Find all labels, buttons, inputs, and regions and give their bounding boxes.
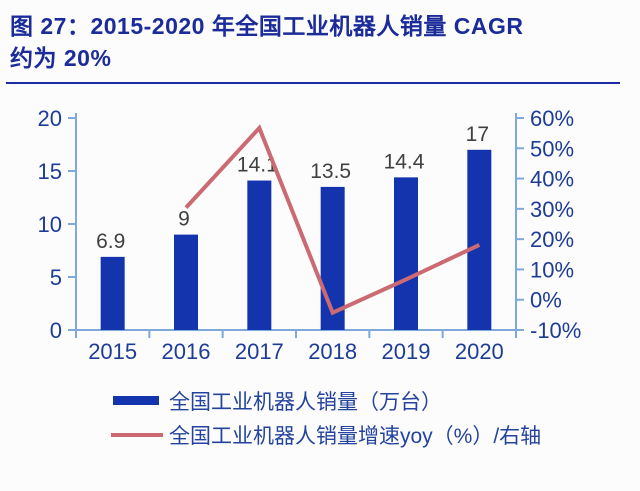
x-axis-category-label: 2017 <box>235 339 284 364</box>
legend-bar-swatch <box>113 396 159 405</box>
right-axis-tick-label: 20% <box>530 227 574 252</box>
left-axis-tick-label: 5 <box>50 265 62 290</box>
yoy-growth-line <box>184 124 481 316</box>
bar-data-label: 9 <box>178 208 190 231</box>
legend-label-sales: 全国工业机器人销量（万台） <box>169 391 442 414</box>
right-axis-tick-label: -10% <box>530 318 581 343</box>
x-axis-category-label: 2020 <box>455 339 504 364</box>
right-axis-tick-label: 50% <box>530 136 574 161</box>
bar-data-label: 17 <box>466 123 489 146</box>
sales-bar-2019 <box>394 177 418 330</box>
left-axis-tick-label: 0 <box>50 318 62 343</box>
sales-bar-2020 <box>467 149 492 330</box>
left-axis-tick-label: 20 <box>38 106 62 131</box>
x-axis-category-label: 2019 <box>382 339 431 364</box>
sales-bar-2017 <box>247 180 272 330</box>
x-axis-category-label: 2016 <box>162 339 211 364</box>
right-axis-tick-label: 40% <box>530 167 574 192</box>
figure-title: 图 27：2015-2020 年全国工业机器人销量 CAGR 约为 20% <box>6 10 620 84</box>
right-axis-tick-label: 0% <box>530 288 562 313</box>
right-axis-tick-label: 10% <box>530 257 574 282</box>
right-axis-tick-label: 30% <box>530 197 574 222</box>
sales-bar-2015 <box>100 256 125 330</box>
figure-title-line1: 图 27：2015-2020 年全国工业机器人销量 CAGR <box>10 13 524 39</box>
sales-bar-2016 <box>174 234 198 330</box>
bar-data-label: 14.4 <box>384 150 425 173</box>
bar-data-label: 13.5 <box>310 160 351 183</box>
left-axis-tick-label: 15 <box>38 159 62 184</box>
right-axis-tick-label: 60% <box>530 106 574 131</box>
x-axis-category-label: 2018 <box>308 339 357 364</box>
bar-data-label: 6.9 <box>96 230 125 253</box>
legend-label-yoy: 全国工业机器人销量增速yoy（%）/右轴 <box>169 425 541 448</box>
x-axis-category-label: 2015 <box>88 339 137 364</box>
bar-data-label: 14.1 <box>237 154 278 177</box>
left-axis-tick-label: 10 <box>38 212 62 237</box>
figure-title-line2: 约为 20% <box>10 45 112 71</box>
sales-bar-2018 <box>320 186 345 330</box>
